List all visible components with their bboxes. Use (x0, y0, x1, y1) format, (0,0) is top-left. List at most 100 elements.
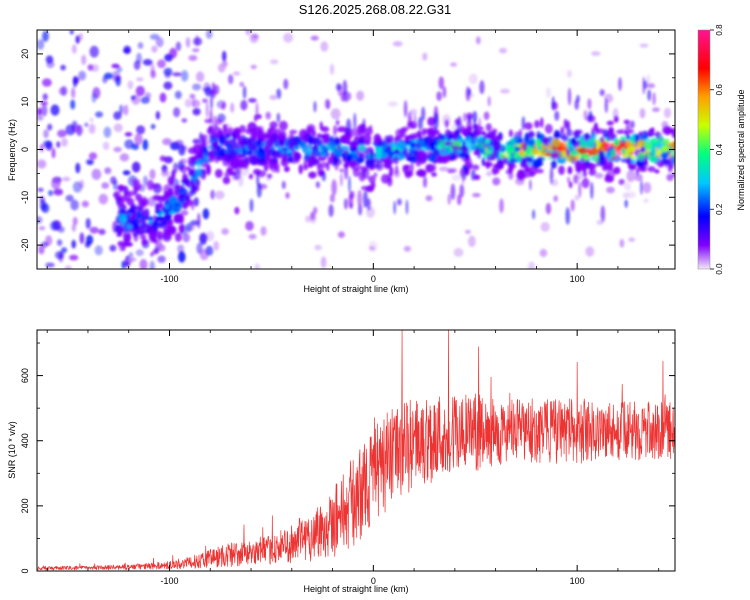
spectrogram-streak (256, 182, 262, 198)
spectrogram-cell (661, 138, 670, 144)
spectrogram-noise-cell (62, 176, 71, 182)
spectrogram-cell (131, 218, 140, 224)
spectrogram-cell (522, 142, 528, 152)
spectrogram-cell (178, 223, 185, 233)
spectrogram-streak (629, 120, 635, 129)
spectrogram-noise-cell (71, 44, 77, 54)
spectrogram-noise-cell (86, 234, 94, 245)
spectrogram-noise-cell (320, 256, 327, 269)
spectrogram-cell (515, 134, 520, 144)
spectrogram-cell (269, 121, 278, 129)
spectrogram-noise-cell (475, 36, 481, 45)
spectrogram-noise-cell (639, 108, 646, 119)
spectrogram-noise-cell (72, 181, 83, 193)
spectrogram-noise-cell (137, 42, 144, 49)
spectrogram-noise-cell (60, 86, 68, 96)
spectrogram-cell (119, 184, 123, 193)
spectrogram-cell (278, 120, 288, 131)
spectrogram-streak (283, 78, 289, 90)
spectrogram-noise-cell (180, 70, 189, 82)
spectrogram-streak (478, 117, 482, 132)
spectrogram-cell (279, 133, 286, 141)
spectrogram-cell (208, 134, 215, 140)
spectrogram-streak (554, 110, 560, 121)
spectrogram-cell (425, 164, 430, 173)
colorbar-tick-label: 0.0 (715, 263, 724, 275)
spectrogram-noise-cell (123, 45, 131, 55)
snr-x-ticks: -100 0 100 (46, 330, 660, 586)
spectrogram-noise-cell (188, 225, 195, 231)
spectrogram-noise-cell (409, 108, 418, 116)
spectrogram-noise-cell (269, 59, 279, 65)
spectrogram-noise-cell (39, 242, 47, 249)
spectrogram-cell (349, 140, 360, 148)
x-tick-label: 100 (570, 274, 585, 284)
spectrogram-streak (340, 91, 346, 102)
spectrogram-cell (365, 158, 375, 168)
spectrogram-cell (483, 111, 490, 121)
spectrogram-cell (187, 157, 193, 166)
spectrogram-cell (553, 129, 560, 139)
spectrogram-streak (567, 87, 572, 106)
spectrogram-cell (574, 159, 583, 171)
spectrogram-streak (461, 169, 465, 185)
spectrogram-noise-cell (149, 260, 155, 269)
spectrogram-cell (290, 138, 299, 146)
spectrogram-cell (635, 168, 639, 176)
spectrogram-cell (212, 141, 218, 150)
spectrogram-streak (362, 190, 368, 208)
spectrogram-noise-cell (149, 169, 156, 180)
spectrogram-noise-cell (248, 234, 257, 240)
spectrogram-cell (544, 123, 553, 134)
colorbar-ticks: 0.0 0.2 0.4 0.6 0.8 (710, 24, 724, 275)
spectrogram-streak (210, 189, 216, 200)
spectrogram-cell (520, 157, 528, 167)
spectrogram-cell (250, 155, 258, 166)
spectrogram-noise-cell (113, 146, 122, 153)
spectrogram-noise-cell (230, 102, 235, 113)
spectrogram-cell (402, 164, 407, 173)
colorbar-gradient (698, 30, 710, 269)
spectrogram-noise-cell (500, 88, 510, 94)
spectrogram-cell (295, 153, 302, 160)
spectrogram-noise-cell (260, 226, 267, 236)
spectrogram-streak (470, 169, 476, 181)
spectrogram-cell (620, 157, 627, 163)
spectrogram-noise-cell (57, 226, 65, 233)
spectrogram-noise-cell (116, 66, 123, 73)
spectrogram-cell (370, 181, 376, 189)
spectrogram-streak (361, 169, 366, 179)
spectrogram-cell (510, 140, 514, 146)
spectrogram-cell (607, 126, 615, 137)
spectrogram-cell (428, 127, 433, 135)
spectrogram-cell (534, 120, 540, 129)
spectrogram-noise-cell (330, 108, 341, 120)
y-tick-label: 0 (20, 147, 30, 152)
spectrogram-noise-cell (540, 222, 550, 232)
spectrogram-noise-cell (128, 257, 137, 262)
spectrogram-noise-cell (140, 96, 150, 104)
spectrogram-cell (332, 142, 337, 153)
spectrogram-noise-cell (103, 126, 112, 138)
spectrogram-cell (284, 166, 290, 173)
spectrogram-cell (241, 141, 250, 146)
spectrogram-cell (587, 162, 597, 170)
snr-ylabel: SNR (10 * v/v) (7, 421, 17, 479)
spectrogram-noise-cell (124, 132, 133, 137)
spectrogram-cell (470, 143, 478, 150)
spectrogram-noise-cell (70, 199, 79, 211)
spectrogram-cell (621, 147, 625, 154)
spectrogram-cell (581, 177, 590, 189)
spectrogram-streak (397, 198, 402, 206)
spectrogram-streak (344, 163, 349, 180)
spectrogram-noise-cell (164, 53, 173, 62)
spectrogram-cell (364, 127, 373, 136)
spectrogram-noise-cell (136, 77, 144, 82)
spectrogram-noise-cell (646, 74, 651, 84)
spectrogram-cell (517, 169, 525, 179)
spectrogram-cell (657, 161, 665, 168)
y-tick-label: -10 (20, 191, 30, 204)
spectrogram-streak (209, 108, 213, 125)
